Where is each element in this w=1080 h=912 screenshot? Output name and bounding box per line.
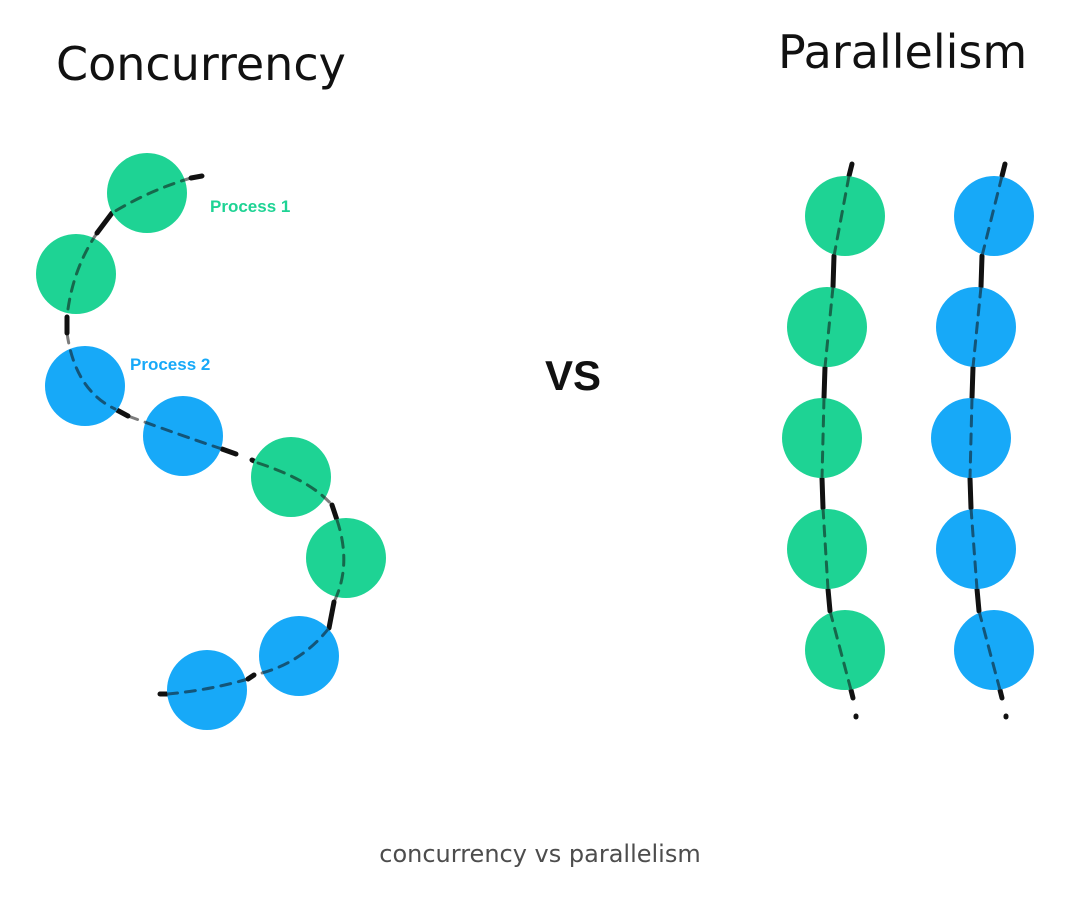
concurrency-title: Concurrency [56, 37, 346, 91]
thread-segment [978, 253, 985, 290]
process-2-node [936, 509, 1016, 589]
thread-segment [969, 364, 976, 401]
thread-segment [825, 586, 833, 614]
thread-segment [112, 406, 131, 419]
thread-path [820, 174, 853, 692]
concurrency-nodes [36, 153, 386, 730]
thread-path [65, 176, 346, 696]
thread-segment [846, 161, 855, 179]
process-1-node [787, 287, 867, 367]
process-1-node [805, 610, 885, 690]
thread-segment [329, 502, 340, 523]
thread-segment [974, 586, 982, 614]
parallelism-title: Parallelism [778, 25, 1027, 79]
vs-label: VS [545, 352, 601, 399]
thread-path [968, 174, 1004, 692]
thread-segment [326, 599, 337, 631]
thread-segment [967, 475, 974, 511]
process-1-node [306, 518, 386, 598]
process-1-node [805, 176, 885, 256]
thread-segment [188, 173, 205, 181]
process-2-node [954, 610, 1034, 690]
thread-segment [999, 161, 1008, 179]
thread-segment [94, 210, 115, 236]
parallel-thread-inner [820, 174, 1004, 692]
figure-caption: concurrency vs parallelism [379, 840, 701, 868]
thread-segment [830, 253, 837, 290]
process-1-label: Process 1 [210, 197, 290, 216]
thread-segment [219, 446, 239, 457]
process-2-label: Process 2 [130, 355, 210, 374]
thread-segment [819, 475, 826, 511]
concurrency-thread-inner [65, 176, 346, 696]
parallelism-diagram [782, 161, 1034, 720]
thread-segment [821, 364, 828, 401]
process-2-node [954, 176, 1034, 256]
concurrency-diagram: Process 1 Process 2 [36, 153, 386, 730]
